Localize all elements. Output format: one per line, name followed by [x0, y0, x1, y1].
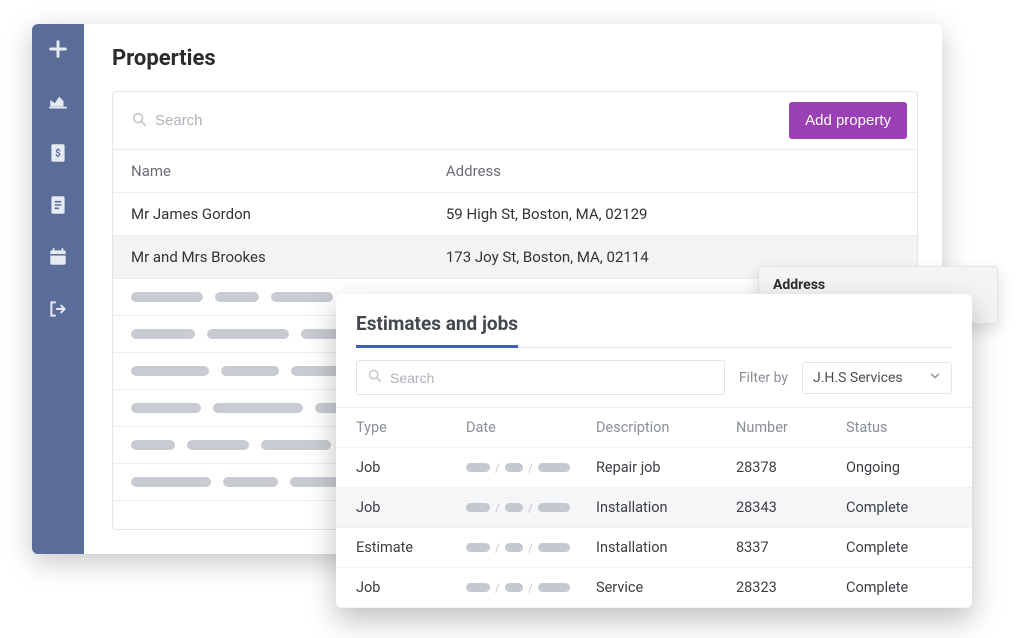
col-header-type: Type	[356, 419, 466, 436]
add-icon[interactable]	[47, 38, 69, 60]
date-separator: /	[528, 501, 533, 515]
placeholder-pill	[505, 543, 523, 552]
placeholder-pill	[538, 463, 570, 472]
cell-type: Estimate	[356, 539, 466, 556]
placeholder-pill	[221, 366, 279, 376]
document-icon[interactable]	[47, 194, 69, 216]
sidebar	[32, 24, 84, 554]
placeholder-pill	[466, 463, 490, 472]
cell-type: Job	[356, 499, 466, 516]
table-row[interactable]: Estimate//Installation8337Complete	[336, 528, 972, 568]
col-header-address: Address	[446, 162, 899, 180]
placeholder-pill	[538, 543, 570, 552]
properties-table-header: Name Address	[113, 150, 917, 193]
address-popover-label: Address	[773, 277, 983, 293]
chart-icon[interactable]	[47, 90, 69, 112]
cell-number: 28323	[736, 579, 846, 596]
cell-date: //	[466, 539, 596, 556]
cell-address: 59 High St, Boston, MA, 02129	[446, 205, 899, 223]
filter-select-value: J.H.S Services	[813, 370, 903, 386]
estimates-title: Estimates and jobs	[356, 312, 518, 348]
filter-by-label: Filter by	[739, 370, 788, 386]
table-row[interactable]: Job//Repair job28378Ongoing	[336, 448, 972, 488]
cell-type: Job	[356, 459, 466, 476]
table-row[interactable]: Job//Service28323Complete	[336, 568, 972, 608]
search-icon	[131, 111, 147, 131]
cell-status: Complete	[846, 499, 952, 516]
placeholder-pill	[131, 477, 211, 487]
cell-address: 173 Joy St, Boston, MA, 02114	[446, 248, 899, 266]
logout-icon[interactable]	[47, 298, 69, 320]
placeholder-pill	[213, 403, 303, 413]
cell-name: Mr and Mrs Brookes	[131, 248, 446, 266]
chevron-down-icon	[929, 370, 941, 386]
placeholder-pill	[131, 292, 203, 302]
invoice-icon[interactable]	[47, 142, 69, 164]
placeholder-pill	[131, 366, 209, 376]
cell-number: 8337	[736, 539, 846, 556]
date-separator: /	[528, 461, 533, 475]
cell-description: Repair job	[596, 459, 736, 476]
placeholder-pill	[207, 329, 289, 339]
placeholder-pill	[466, 503, 490, 512]
estimates-toolbar: Filter by J.H.S Services	[336, 348, 972, 408]
placeholder-pill	[215, 292, 259, 302]
col-header-status: Status	[846, 419, 952, 436]
placeholder-pill	[131, 403, 201, 413]
date-separator: /	[495, 541, 500, 555]
cell-date: //	[466, 459, 596, 476]
date-separator: /	[495, 501, 500, 515]
col-header-description: Description	[596, 419, 736, 436]
cell-type: Job	[356, 579, 466, 596]
search-wrap	[123, 105, 779, 137]
placeholder-pill	[505, 583, 523, 592]
cell-number: 28343	[736, 499, 846, 516]
placeholder-pill	[466, 583, 490, 592]
col-header-number: Number	[736, 419, 846, 436]
placeholder-pill	[271, 292, 333, 302]
filter-select[interactable]: J.H.S Services	[802, 362, 952, 394]
cell-date: //	[466, 579, 596, 596]
col-header-date: Date	[466, 419, 596, 436]
calendar-icon[interactable]	[47, 246, 69, 268]
placeholder-pill	[131, 329, 195, 339]
estimates-panel: Estimates and jobs Filter by J.H.S Servi…	[336, 294, 972, 608]
placeholder-pill	[505, 463, 523, 472]
date-separator: /	[528, 581, 533, 595]
cell-date: //	[466, 499, 596, 516]
placeholder-pill	[505, 503, 523, 512]
cell-name: Mr James Gordon	[131, 205, 446, 223]
estimates-search-wrap	[356, 360, 725, 395]
placeholder-pill	[538, 583, 570, 592]
cell-status: Complete	[846, 539, 952, 556]
col-header-name: Name	[131, 162, 446, 180]
cell-description: Installation	[596, 539, 736, 556]
date-separator: /	[495, 461, 500, 475]
date-separator: /	[495, 581, 500, 595]
estimates-table-header: Type Date Description Number Status	[336, 408, 972, 448]
placeholder-pill	[466, 543, 490, 552]
properties-search-input[interactable]	[155, 112, 771, 129]
placeholder-pill	[223, 477, 278, 487]
cell-status: Complete	[846, 579, 952, 596]
placeholder-pill	[131, 440, 175, 450]
properties-toolbar: Add property	[113, 92, 917, 150]
cell-status: Ongoing	[846, 459, 952, 476]
table-row[interactable]: Mr James Gordon59 High St, Boston, MA, 0…	[113, 193, 917, 236]
estimates-search-input[interactable]	[390, 370, 714, 386]
cell-description: Service	[596, 579, 736, 596]
placeholder-pill	[538, 503, 570, 512]
cell-description: Installation	[596, 499, 736, 516]
date-separator: /	[528, 541, 533, 555]
cell-number: 28378	[736, 459, 846, 476]
placeholder-pill	[187, 440, 249, 450]
page-title: Properties	[112, 46, 918, 71]
placeholder-pill	[261, 440, 331, 450]
search-icon	[367, 368, 382, 387]
add-property-button[interactable]: Add property	[789, 102, 907, 139]
table-row[interactable]: Job//Installation28343Complete	[336, 488, 972, 528]
